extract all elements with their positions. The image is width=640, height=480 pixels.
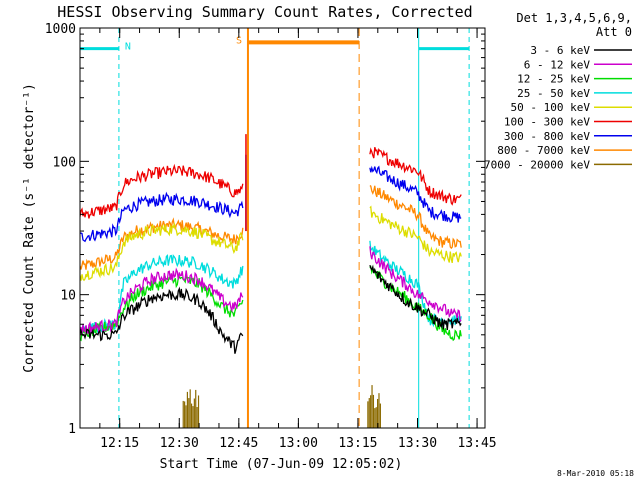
legend-label-3: 25 - 50 keV	[517, 87, 590, 100]
x-tick-label: 13:30	[398, 436, 437, 451]
x-tick-label: 13:00	[279, 436, 318, 451]
chart-title: HESSI Observing Summary Count Rates, Cor…	[57, 3, 472, 21]
legend-label-0: 3 - 6 keV	[530, 44, 590, 57]
series-line-7-seg2	[369, 185, 462, 250]
series-line-4-seg2	[369, 205, 462, 264]
y-axis-label: Corrected Count Rate (s⁻¹ detector⁻¹)	[22, 83, 37, 373]
plot-frame	[79, 27, 486, 429]
x-tick-label: 13:15	[338, 436, 377, 451]
legend-label-2: 12 - 25 keV	[517, 73, 590, 86]
legend-label-7: 800 - 7000 keV	[497, 144, 590, 157]
legend-header-line2: Att 0	[596, 25, 632, 39]
series-line-1-seg2	[369, 246, 462, 323]
x-tick-label: 12:45	[219, 436, 258, 451]
y-tick-label: 1	[68, 422, 76, 437]
plot-area: NS	[80, 28, 470, 428]
series-line-0-seg2	[369, 264, 462, 330]
series-line-5-seg2	[369, 147, 462, 206]
legend-label-1: 6 - 12 keV	[524, 58, 591, 71]
x-tick-label: 13:45	[457, 436, 496, 451]
series-line-4-seg1	[80, 221, 244, 282]
x-axis-label: Start Time (07-Jun-09 12:05:02)	[160, 457, 403, 472]
axes: 1 10 100 1000 12:15 12:30 12:45 13:00 13:15 13:30…	[45, 22, 497, 451]
x-tick-label: 12:15	[100, 436, 139, 451]
legend-header-line1: Det 1,3,4,5,6,9,	[516, 11, 632, 25]
y-tick-label: 1000	[45, 22, 76, 37]
plot-content	[80, 28, 470, 428]
saa-label: S	[236, 35, 242, 46]
series-line-1-seg1	[80, 267, 244, 334]
series-line-0-seg1	[80, 286, 244, 354]
series-line-2-seg2	[369, 265, 462, 342]
legend-label-4: 50 - 100 keV	[511, 101, 591, 114]
x-tick-label: 12:30	[160, 436, 199, 451]
series-line-6-seg1	[80, 191, 244, 243]
attenuator-label: N	[125, 42, 131, 53]
y-tick-label: 100	[53, 155, 76, 170]
legend-label-8: 7000 - 20000 keV	[484, 158, 590, 171]
series-line-5-seg1	[80, 163, 244, 219]
legend-label-6: 300 - 800 keV	[504, 130, 590, 143]
legend-label-5: 100 - 300 keV	[504, 116, 590, 129]
footer-timestamp: 8-Mar-2010 05:18	[557, 469, 634, 478]
series-line-6-seg2	[369, 165, 462, 223]
series-line-2-seg1	[80, 273, 244, 342]
y-tick-label: 10	[60, 289, 76, 304]
